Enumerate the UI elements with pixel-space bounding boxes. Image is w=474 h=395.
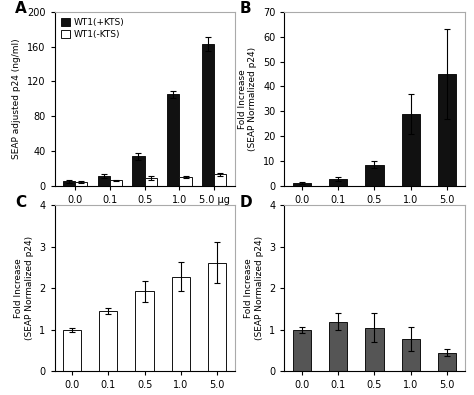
Bar [214,174,227,186]
Bar [167,94,180,186]
Bar [292,183,311,186]
Bar [365,165,383,186]
Bar [99,311,117,371]
Bar [402,339,420,371]
Bar [365,328,383,371]
Text: A: A [15,2,27,17]
Bar [438,74,456,186]
Y-axis label: Fold Increase
(SEAP Normalized p24): Fold Increase (SEAP Normalized p24) [14,236,34,340]
Bar [172,277,190,371]
Text: C: C [15,196,26,211]
Bar [402,114,420,186]
Bar [132,156,145,186]
Bar [98,176,109,186]
Bar [145,178,157,186]
Text: D: D [239,196,252,211]
Y-axis label: Fold Increase
(SEAP Normalized p24): Fold Increase (SEAP Normalized p24) [244,236,264,340]
Y-axis label: SEAP adjusted p24 (ng/ml): SEAP adjusted p24 (ng/ml) [12,38,21,159]
Bar [438,353,456,371]
Bar [180,177,191,186]
Bar [202,44,214,186]
Bar [329,179,347,186]
Text: B: B [239,2,251,17]
Bar [136,291,154,371]
Legend: WT1(+KTS), WT1(-KTS): WT1(+KTS), WT1(-KTS) [59,16,126,41]
Bar [329,322,347,371]
Bar [109,181,122,186]
Bar [292,330,311,371]
Bar [208,263,227,371]
Y-axis label: Fold Increase
(SEAP Normalized p24): Fold Increase (SEAP Normalized p24) [238,47,257,151]
X-axis label: μg of WT1(+KTS): μg of WT1(+KTS) [333,210,416,220]
Bar [63,330,81,371]
Bar [63,181,75,186]
Bar [75,182,87,186]
